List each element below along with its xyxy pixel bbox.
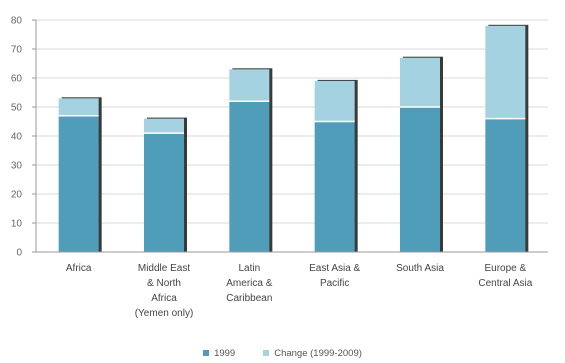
bar-1999 <box>314 121 355 252</box>
x-tick-label-line: East Asia & <box>309 263 360 274</box>
bar-change <box>485 25 526 119</box>
bar-change <box>58 98 99 116</box>
gridlines <box>36 19 548 224</box>
legend-swatch-1999 <box>203 350 210 356</box>
y-tick-label: 20 <box>11 190 23 201</box>
bar-1999 <box>485 118 526 252</box>
x-tick-label-line: Pacific <box>320 278 349 289</box>
legend-label-1999: 1999 <box>214 347 236 359</box>
y-tick-label: 30 <box>11 161 23 172</box>
y-tick-label: 40 <box>11 132 23 143</box>
x-tick-label: Europe & Central Asia <box>478 263 532 289</box>
x-tick-label-line: Caribbean <box>226 293 272 304</box>
bar-change <box>400 57 440 107</box>
x-tick-label-line: America & <box>226 278 272 289</box>
legend-label-change: Change (1999-2009) <box>274 347 362 359</box>
bar-1999 <box>58 115 99 252</box>
x-tick-label-line: (Yemen only) <box>135 308 194 319</box>
x-tick-label: East Asia & Pacific <box>309 263 360 289</box>
legend-swatch-change <box>263 350 270 356</box>
y-tick-label: 0 <box>16 248 22 259</box>
x-tick-label: Latin America & Caribbean <box>226 263 272 304</box>
x-tick-label: Middle East & North Africa (Yemen only) <box>135 263 194 319</box>
x-axis: Africa Middle East & North Africa (Yemen onl… <box>36 251 548 319</box>
legend: 1999 Change (1999-2009) <box>0 345 565 361</box>
bar-1999 <box>400 107 440 252</box>
x-tick-label-line: Europe & <box>484 263 526 274</box>
x-tick-label: Africa <box>66 263 92 274</box>
legend-item-change: Change (1999-2009) <box>263 348 362 359</box>
y-tick-label: 70 <box>11 45 23 56</box>
bar-change <box>144 118 184 134</box>
bar-change <box>314 80 355 122</box>
x-tick-label-line: Central Asia <box>478 278 532 289</box>
bar-1999 <box>144 133 184 252</box>
bar-change <box>229 69 270 102</box>
y-tick-label: 60 <box>11 74 23 85</box>
x-tick-label-line: South Asia <box>396 263 444 274</box>
x-tick-label-line: Africa <box>151 293 177 304</box>
y-tick-label: 50 <box>11 103 23 114</box>
y-tick-label: 80 <box>11 16 23 27</box>
y-axis: 0 10 20 30 40 50 60 70 80 <box>11 16 37 259</box>
x-tick-label-line: Latin <box>238 263 260 274</box>
x-tick-label-line: & North <box>147 278 181 289</box>
legend-item-1999: 1999 <box>203 348 235 359</box>
x-tick-label-line: Africa <box>66 263 92 274</box>
bar-1999 <box>229 101 270 252</box>
bars <box>58 24 529 253</box>
x-tick-label: South Asia <box>396 263 444 274</box>
x-tick-label-line: Middle East <box>138 263 190 274</box>
y-tick-label: 10 <box>11 219 23 230</box>
